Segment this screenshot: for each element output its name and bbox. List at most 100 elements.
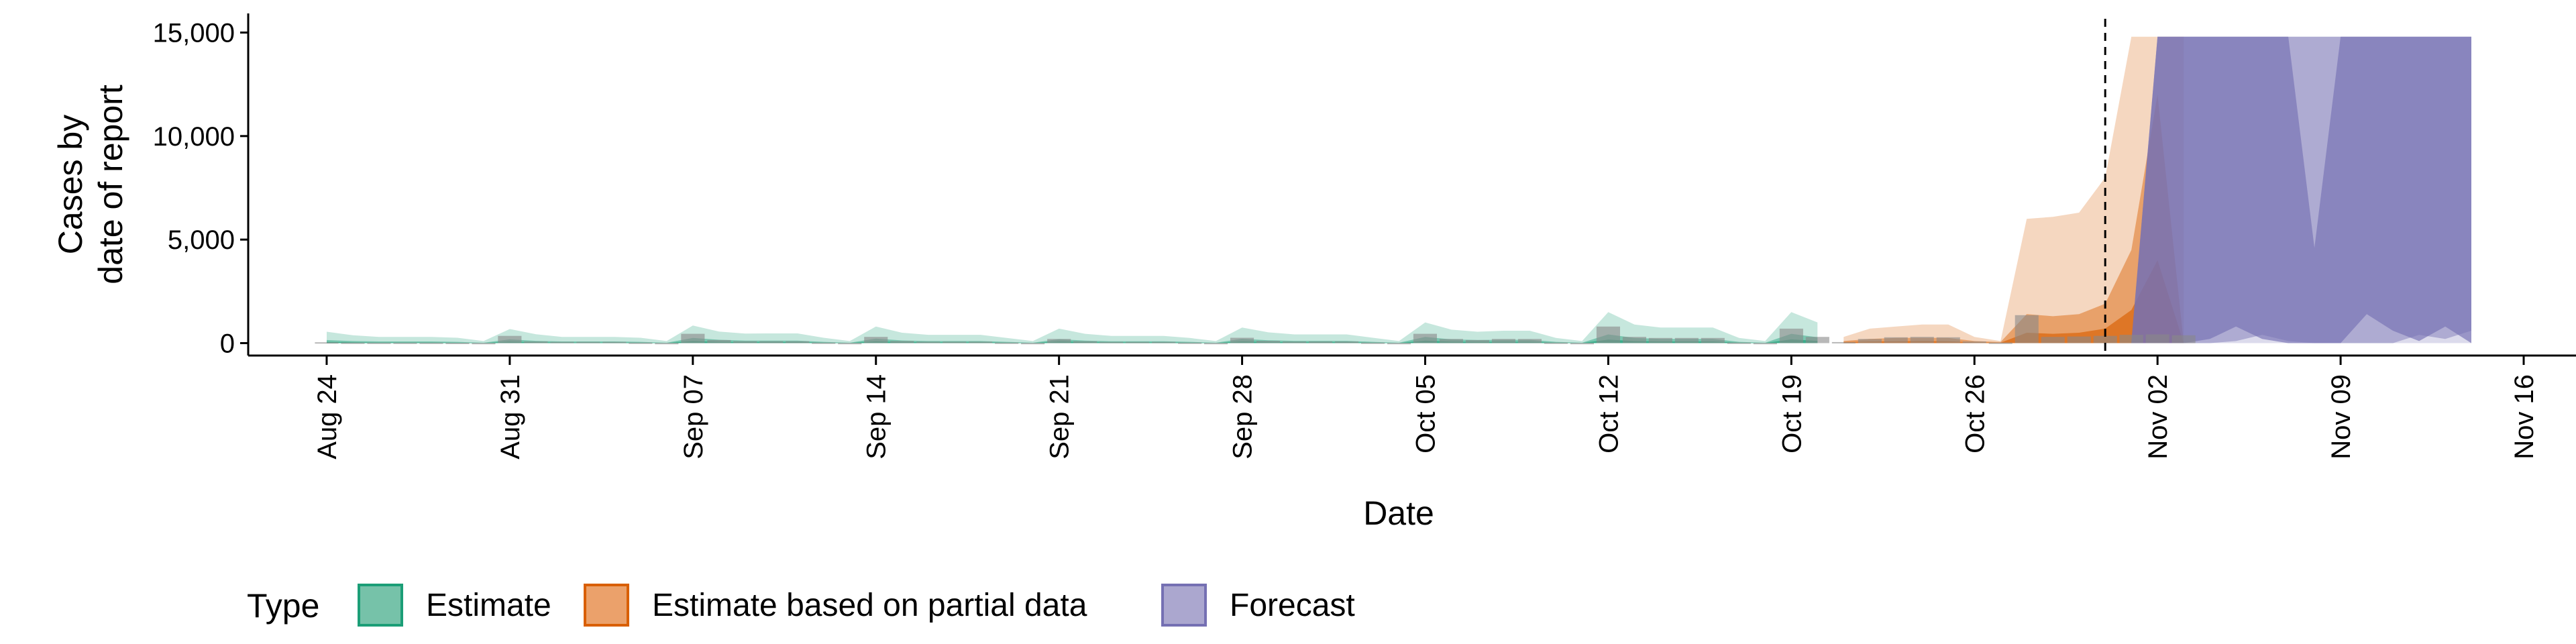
x-tick-label: Aug 24: [313, 374, 342, 460]
reported-cases-bar: [445, 342, 470, 344]
reported-cases-bar: [1805, 337, 1829, 343]
y-tick-label: 10,000: [153, 122, 235, 152]
legend-label: Forecast: [1230, 588, 1355, 623]
y-tick-label: 0: [220, 329, 235, 358]
reported-cases-bar: [1283, 341, 1307, 343]
x-tick-label: Sep 21: [1045, 374, 1075, 460]
y-axis-title-line: date of report: [92, 85, 129, 284]
x-tick-label: Oct 19: [1777, 374, 1807, 453]
reported-cases-bar: [2041, 337, 2065, 343]
reported-cases-bar: [1517, 339, 1542, 343]
reported-cases-bar: [576, 341, 600, 343]
reported-cases-bar: [1753, 343, 1777, 345]
reported-cases-bar: [524, 341, 548, 343]
reported-cases-bar: [969, 341, 993, 343]
x-tick-label: Sep 14: [862, 374, 892, 460]
reported-cases-bar: [1178, 342, 1202, 344]
reported-cases-bar: [759, 341, 784, 343]
y-tick-label: 5,000: [168, 225, 235, 255]
x-tick-label: Sep 28: [1228, 374, 1258, 460]
reported-cases-bar: [2067, 336, 2091, 343]
x-tick-label: Oct 12: [1594, 374, 1623, 453]
reported-cases-bar: [916, 341, 941, 343]
reported-cases-bar: [786, 341, 810, 343]
reported-cases-bar: [602, 341, 627, 343]
y-tick-label: 15,000: [153, 19, 235, 48]
reported-cases-bar: [1335, 341, 1359, 343]
legend-key: [358, 584, 403, 627]
reported-cases-bar: [1858, 339, 1882, 343]
reported-cases-bar: [1701, 337, 1725, 343]
reported-cases-bar: [2015, 315, 2039, 343]
x-tick-label: Oct 26: [1960, 374, 1990, 453]
reported-cases-bar: [864, 337, 888, 343]
reported-cases-bar: [1962, 341, 1986, 343]
band-ci90-series-2: [1843, 36, 2184, 343]
legend-key: [584, 584, 629, 627]
reported-cases-bar: [2093, 335, 2117, 343]
reported-cases-bar: [1622, 337, 1646, 343]
reported-cases-bar: [1674, 337, 1699, 343]
x-tick-label: Nov 09: [2326, 374, 2356, 460]
x-tick-label: Nov 16: [2510, 374, 2539, 460]
band-ci90-series-1: [327, 312, 1818, 343]
reported-cases-bar: [2171, 335, 2196, 343]
reported-cases-bar: [1256, 341, 1281, 343]
reported-cases-bar: [1230, 337, 1254, 343]
reported-cases-bar: [1648, 337, 1672, 343]
x-tick-label: Oct 05: [1411, 374, 1440, 453]
reported-cases-bar: [367, 342, 391, 344]
reported-cases-bars: [315, 315, 2196, 345]
reported-cases-bar: [943, 341, 967, 343]
reported-cases-bar: [1126, 341, 1150, 343]
reported-cases-bar: [1727, 342, 1751, 344]
reported-cases-bar: [419, 342, 443, 344]
reported-cases-bar: [1596, 326, 1620, 343]
reported-cases-bar: [1021, 343, 1045, 345]
reported-cases-bar: [890, 341, 914, 343]
reported-cases-bar: [315, 342, 339, 344]
reported-cases-bar: [1910, 337, 1934, 343]
reported-cases-bar: [1413, 333, 1437, 343]
reported-cases-bar: [1204, 343, 1228, 345]
reported-cases-bar: [1073, 341, 1097, 343]
reported-cases-bar: [1779, 328, 1803, 343]
reported-cases-bar: [2145, 334, 2169, 343]
reported-cases-bar: [1387, 343, 1411, 345]
reported-cases-bar: [2119, 335, 2143, 343]
reported-cases-bar: [1491, 339, 1515, 343]
reported-cases-bar: [1465, 339, 1489, 343]
reported-cases-bar: [393, 342, 417, 344]
reported-cases-bar: [1361, 342, 1385, 344]
legend-title: Type: [247, 587, 319, 625]
reported-cases-bar: [1570, 343, 1594, 345]
legend-key: [1161, 584, 1207, 627]
x-tick-label: Nov 02: [2143, 374, 2173, 460]
band-ci20-series-3: [2131, 36, 2471, 343]
reported-cases-bar: [838, 343, 862, 345]
x-tick-label: Sep 07: [679, 374, 708, 460]
reported-cases-bar: [1047, 339, 1071, 343]
reported-cases-bar: [1988, 342, 2012, 344]
confidence-bands: [327, 36, 2471, 343]
reported-cases-bar: [341, 342, 365, 344]
reported-cases-bar: [498, 335, 522, 343]
reported-cases-bar: [1152, 341, 1176, 343]
legend-label: Estimate: [426, 588, 551, 623]
reported-cases-bar: [1831, 341, 1856, 343]
reported-cases-bar: [550, 341, 574, 343]
reported-cases-bar: [1884, 337, 1908, 343]
legend-label: Estimate based on partial data: [652, 588, 1087, 623]
x-axis-title: Date: [1363, 494, 1434, 532]
legend: Type Estimate Estimate based on partial da…: [247, 584, 1355, 627]
reported-cases-bar: [995, 342, 1019, 344]
reported-cases-bar: [655, 343, 679, 345]
y-axis-title: Cases bydate of report: [52, 85, 129, 284]
axes: 0 5,000 10,000 15,000 Aug 24 Aug 31 Sep 07 Sep …: [52, 13, 2576, 532]
reported-cases-bar: [629, 342, 653, 344]
reported-cases-bar: [707, 339, 731, 343]
y-axis-title-line: Cases by: [52, 115, 89, 254]
x-tick-label: Aug 31: [496, 374, 525, 460]
reported-cases-bar: [1936, 337, 1960, 343]
